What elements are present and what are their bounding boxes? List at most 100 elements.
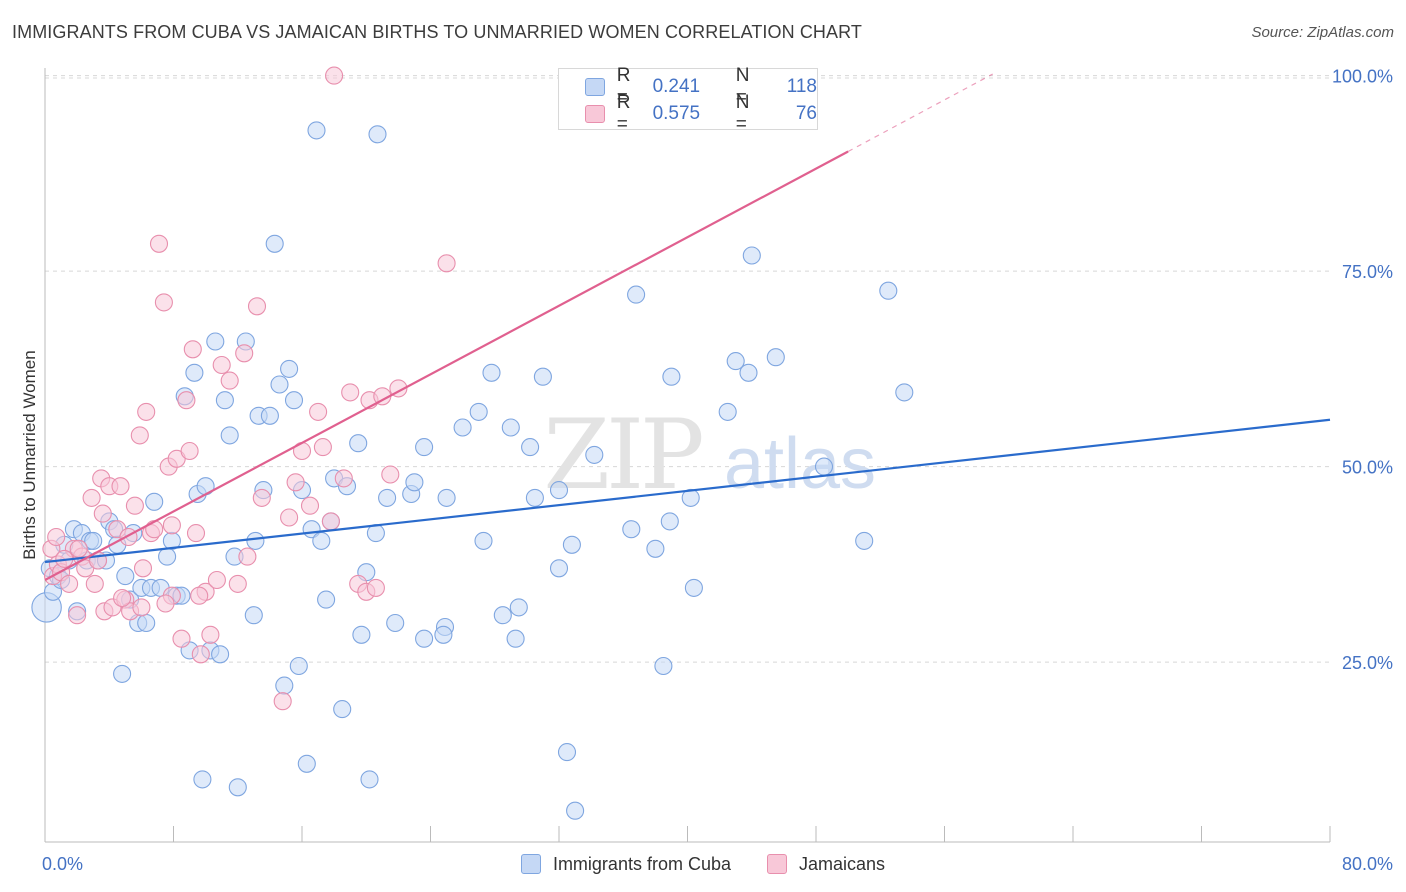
data-point-jamaicans [437, 254, 456, 273]
data-point-cuba [482, 363, 501, 382]
data-point-cuba [244, 606, 263, 625]
axes [44, 68, 1331, 843]
data-point-jamaicans [334, 469, 353, 488]
legend-swatch-cuba [520, 854, 541, 874]
data-point-jamaicans [113, 588, 132, 608]
data-point-cuba [566, 801, 585, 820]
series-legend: Immigrants from Cuba Jamaicans [0, 852, 1406, 876]
data-point-cuba [352, 625, 371, 644]
data-point-cuba [814, 457, 834, 476]
data-point-cuba [206, 332, 225, 351]
data-point-jamaicans [69, 539, 88, 558]
legend-swatch-cuba [585, 78, 605, 96]
data-point-jamaicans [60, 574, 79, 593]
data-point-jamaicans [309, 402, 328, 421]
data-point-jamaicans [186, 524, 206, 543]
data-point-cuba [469, 402, 488, 421]
data-point-jamaicans [313, 438, 332, 457]
data-point-cuba [211, 645, 230, 664]
data-point-cuba [718, 402, 737, 421]
trend-line-jamaicans [44, 150, 849, 582]
data-point-cuba [312, 531, 331, 550]
data-point-cuba [766, 348, 785, 367]
data-point-jamaicans [286, 473, 305, 492]
data-point-jamaicans [177, 391, 196, 410]
data-point-cuba [228, 778, 247, 797]
watermark: ZIP atlas [543, 399, 876, 511]
data-point-cuba [493, 606, 512, 625]
data-point-cuba [549, 559, 569, 578]
data-point-jamaicans [156, 594, 175, 613]
data-point-cuba [193, 770, 212, 789]
data-point-cuba [742, 246, 761, 265]
legend-r-label: R = [616, 92, 631, 135]
data-point-cuba [284, 391, 304, 410]
data-point-jamaicans [180, 441, 199, 461]
data-point-cuba [113, 664, 132, 683]
legend-label-jamaicans: Jamaicans [799, 853, 886, 874]
data-point-cuba [557, 743, 577, 762]
data-point-cuba [349, 434, 368, 453]
data-point-cuba [307, 121, 326, 140]
data-point-jamaicans [149, 234, 169, 253]
legend-r-label: R = [616, 65, 631, 108]
legend-n-label: N = [735, 65, 750, 108]
data-point-cuba [434, 625, 453, 644]
legend-label-cuba: Immigrants from Cuba [552, 853, 731, 874]
data-point-jamaicans [247, 297, 267, 316]
data-point-cuba [260, 406, 279, 425]
data-point-cuba [895, 383, 914, 402]
chart-title: IMMIGRANTS FROM CUBA VS JAMAICAN BIRTHS … [12, 22, 863, 42]
legend-item-cuba[interactable]: Immigrants from Cuba [520, 853, 731, 875]
data-point-cuba [360, 770, 379, 789]
tick-labels: 25.0% 50.0% 75.0% 100.0% 0.0% 80.0% [42, 67, 1393, 874]
y-tick-label: 100.0% [1332, 67, 1393, 87]
data-point-cuba [378, 488, 397, 507]
data-point-cuba [137, 613, 156, 633]
y-tick-label: 25.0% [1342, 653, 1393, 673]
data-point-cuba [533, 367, 552, 386]
data-point-cuba [855, 531, 874, 550]
data-point-jamaicans [68, 606, 87, 625]
legend-swatch-jamaicans [585, 105, 605, 123]
data-point-jamaicans [85, 574, 104, 593]
trend-line-jamaicans-extension [847, 73, 993, 153]
data-point-jamaicans [235, 344, 254, 363]
data-point-cuba [415, 438, 434, 457]
data-point-jamaicans [220, 371, 239, 390]
data-point-cuba [280, 359, 299, 378]
data-point-jamaicans [341, 383, 360, 402]
data-point-cuba [270, 375, 289, 394]
y-tick-label: 75.0% [1342, 262, 1393, 282]
data-point-jamaicans [82, 488, 101, 507]
legend-item-jamaicans[interactable]: Jamaicans [767, 854, 885, 875]
legend-row-cuba: R = 0.241 N = 118 [585, 65, 817, 108]
data-point-cuba [681, 488, 700, 507]
data-point-cuba [521, 438, 540, 457]
data-point-cuba [506, 629, 525, 648]
data-point-cuba [116, 567, 135, 586]
data-point-jamaicans [212, 355, 231, 375]
data-point-cuba [739, 363, 758, 382]
data-point-jamaicans [125, 496, 144, 515]
correlation-legend: R = 0.241 N = 118 R = 0.575 N = 76 [558, 65, 818, 135]
data-point-cuba [265, 234, 284, 253]
data-point-cuba [879, 281, 898, 300]
data-point-cuba [453, 418, 472, 437]
data-point-cuba [562, 535, 581, 554]
watermark-zip: ZIP [543, 399, 702, 511]
data-point-cuba [646, 539, 665, 558]
data-point-cuba [654, 656, 673, 676]
data-point-jamaicans [137, 402, 156, 421]
data-point-cuba [474, 531, 493, 550]
data-point-jamaicans [366, 578, 385, 597]
data-point-jamaicans [321, 512, 340, 531]
data-point-cuba [627, 285, 646, 304]
data-point-cuba [220, 426, 239, 445]
data-point-jamaicans [238, 547, 257, 566]
data-point-cuba [501, 418, 520, 437]
data-point-cuba [386, 613, 405, 633]
x-tick-label-max: 80.0% [1342, 854, 1393, 874]
data-point-jamaicans [162, 516, 181, 535]
